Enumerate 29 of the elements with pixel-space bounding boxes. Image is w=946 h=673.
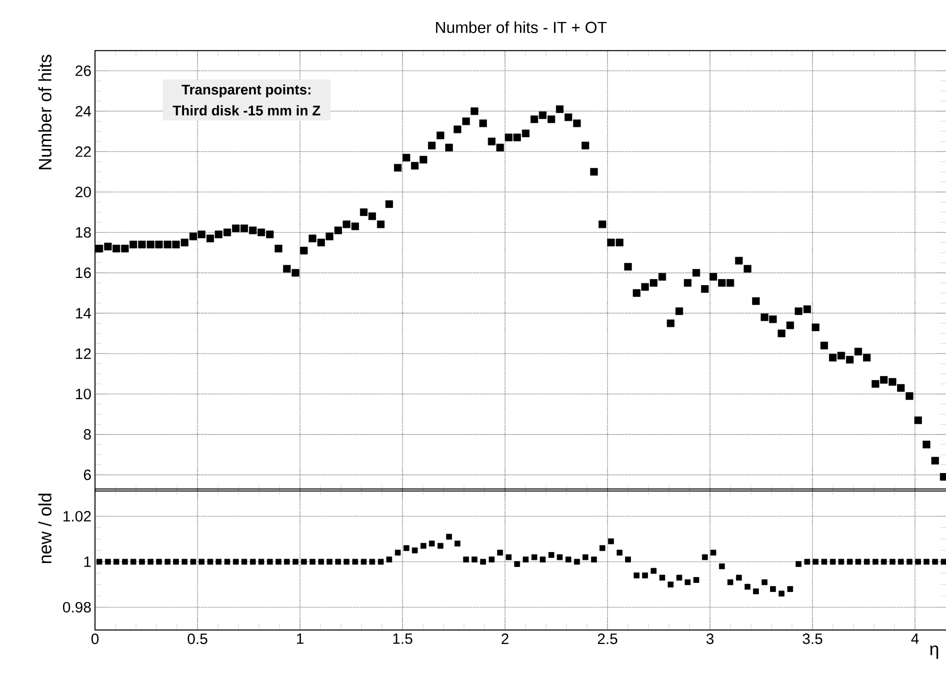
y-tick-label: 20 — [76, 186, 91, 198]
x-tick-label: 2.5 — [598, 634, 618, 644]
x-tick-label: 1 — [296, 634, 304, 644]
x-tick-label: 4 — [911, 634, 919, 644]
y-tick-label: 0.98 — [62, 602, 91, 613]
y-axis-title: new / old — [38, 494, 52, 564]
y-tick-label: 24 — [76, 106, 92, 116]
y-tick-label: 26 — [76, 65, 91, 76]
y-tick-label: 12 — [76, 348, 91, 359]
chart-title: Number of hits - IT + OT — [436, 21, 607, 34]
x-tick-label: 2 — [502, 634, 508, 644]
x-tick-label: 0.5 — [188, 634, 208, 644]
y-tick-label: 14 — [76, 308, 92, 318]
annotation: Third disk -15 mm in Z — [172, 105, 320, 116]
x-tick-label: 1.5 — [393, 634, 412, 644]
y-tick-label: 16 — [76, 268, 91, 278]
x-axis-title: η — [930, 645, 938, 659]
x-tick-label: 0 — [91, 634, 99, 644]
y-tick-label: 1.02 — [64, 510, 91, 522]
y-tick-label: 18 — [76, 227, 91, 238]
y-axis-title: Number of hits — [38, 54, 52, 170]
annotation: Transparent points: — [182, 84, 310, 98]
y-tick-label: 1 — [84, 556, 91, 567]
x-tick-label: 3.5 — [802, 634, 822, 644]
y-tick-label: 10 — [76, 388, 91, 400]
y-tick-label: 6 — [84, 470, 91, 480]
y-tick-label: 8 — [84, 429, 91, 440]
y-tick-label: 22 — [76, 146, 91, 157]
x-tick-label: 3 — [706, 634, 714, 644]
